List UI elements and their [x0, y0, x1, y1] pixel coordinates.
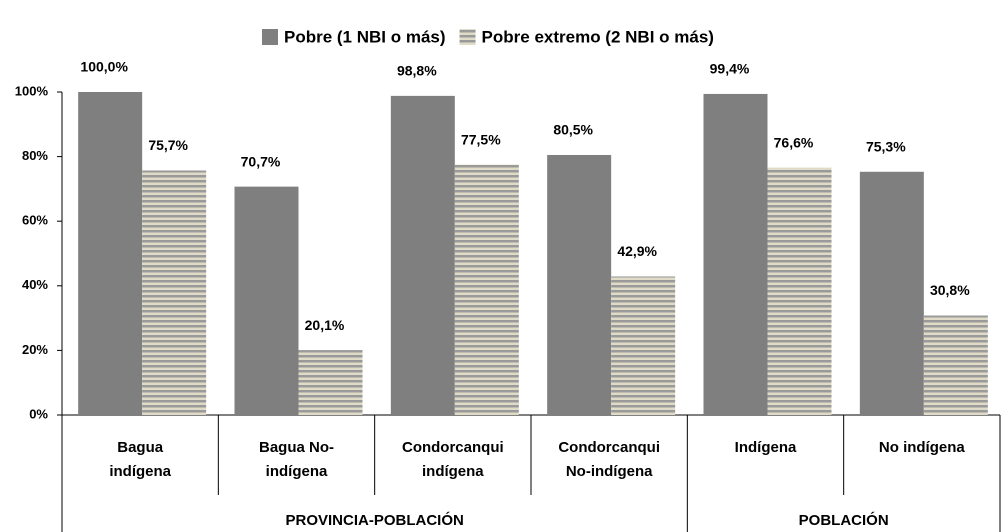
bar — [234, 186, 299, 415]
y-tick-label: 100% — [15, 83, 49, 98]
value-label: 77,5% — [461, 131, 501, 147]
bar — [611, 276, 676, 415]
bar — [547, 154, 612, 416]
bar — [454, 164, 519, 415]
x-tick-label: Bagua No- — [259, 439, 334, 456]
bar — [923, 315, 988, 415]
bar — [78, 92, 143, 415]
value-label: 75,7% — [148, 137, 188, 153]
bar — [859, 171, 924, 415]
value-label: 100,0% — [80, 59, 128, 75]
y-tick-label: 80% — [22, 148, 48, 163]
value-label: 42,9% — [617, 243, 657, 259]
group-label: POBLACIÓN — [799, 511, 889, 529]
legend: Pobre (1 NBI o más) Pobre extremo (2 NBI … — [262, 27, 714, 46]
x-tick-label: Condorcanqui — [558, 439, 660, 456]
legend-label: Pobre extremo (2 NBI o más) — [482, 27, 714, 46]
bar — [767, 167, 832, 415]
value-label: 75,3% — [866, 138, 906, 154]
value-label: 76,6% — [774, 134, 814, 150]
x-tick-label: No-indígena — [566, 463, 653, 480]
bar — [298, 350, 363, 415]
y-tick-label: 0% — [29, 406, 48, 421]
x-tick-label: indígena — [266, 463, 328, 480]
y-tick-label: 60% — [22, 213, 48, 228]
legend-label: Pobre (1 NBI o más) — [284, 27, 446, 46]
group-label: PROVINCIA-POBLACIÓN — [285, 511, 463, 529]
x-tick-label: indígena — [422, 463, 484, 480]
value-label: 99,4% — [710, 61, 750, 77]
y-tick-label: 40% — [22, 277, 48, 292]
x-tick-label: No indígena — [879, 439, 965, 456]
x-tick-label: Condorcanqui — [402, 439, 504, 456]
bar — [390, 95, 455, 415]
value-label: 70,7% — [241, 153, 281, 169]
legend-swatch — [262, 29, 278, 45]
x-tick-label: Bagua — [117, 439, 164, 456]
x-tick-label: indígena — [109, 463, 171, 480]
x-tick-label: Indígena — [735, 439, 797, 456]
value-label: 80,5% — [553, 122, 593, 138]
legend-swatch — [459, 29, 476, 45]
value-label: 20,1% — [305, 317, 345, 333]
y-tick-label: 20% — [22, 342, 48, 357]
bar — [142, 170, 207, 415]
value-label: 30,8% — [930, 282, 970, 298]
bar — [703, 93, 768, 416]
value-label: 98,8% — [397, 63, 437, 79]
